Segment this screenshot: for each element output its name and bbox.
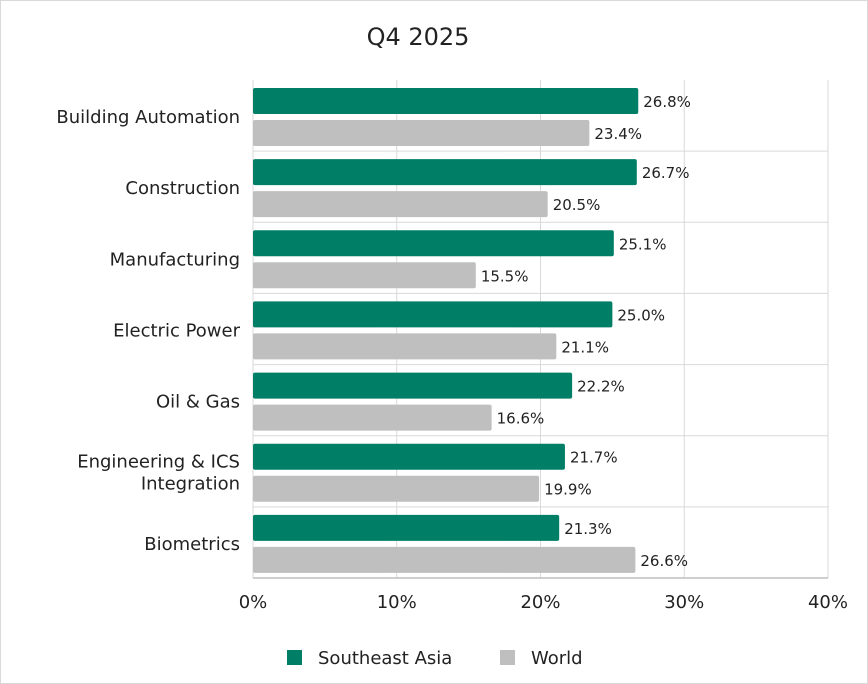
- x-tick-label: 20%: [520, 592, 560, 613]
- legend-swatch: [287, 650, 302, 665]
- bar-southeast-asia: [253, 88, 639, 114]
- category-label: Integration: [141, 474, 240, 495]
- bars: 26.8%23.4% 26.7% 20.5% 25.1% 15.5% 25.0% 21.1%…: [253, 88, 691, 573]
- bar-world: [253, 546, 636, 573]
- category-label: Building Automation: [56, 107, 240, 128]
- data-label: 26.7%: [642, 164, 690, 182]
- data-label: 19.9%: [544, 481, 592, 499]
- bar-world: [253, 333, 557, 360]
- data-label: 21.7%: [570, 449, 618, 467]
- category-label: Oil & Gas: [156, 392, 240, 413]
- gridlines: [252, 80, 829, 579]
- legend: Southeast Asia World: [287, 648, 583, 669]
- data-label: 22.2%: [577, 378, 625, 396]
- data-label: 15.5%: [481, 267, 529, 285]
- x-axis: 0% 10% 20% 30% 40%: [239, 592, 848, 613]
- x-tick-label: 10%: [377, 592, 417, 613]
- data-label: 21.1%: [561, 338, 609, 356]
- bar-world: [253, 191, 548, 218]
- bar-southeast-asia: [253, 514, 560, 541]
- bar-world: [253, 120, 590, 146]
- bar-southeast-asia: [253, 159, 637, 186]
- bar-southeast-asia: [253, 301, 613, 328]
- x-tick-label: 40%: [808, 592, 848, 613]
- data-label: 26.6%: [640, 552, 688, 570]
- bar-world: [253, 475, 540, 502]
- category-labels: Building Automation Construction Manufactu…: [56, 107, 240, 555]
- legend-swatch: [500, 650, 515, 665]
- data-label: 25.1%: [619, 235, 667, 253]
- bar-southeast-asia: [253, 372, 573, 399]
- chart-title: Q4 2025: [367, 23, 470, 51]
- bar-world: [253, 262, 476, 289]
- data-label: 16.6%: [497, 410, 545, 428]
- category-label: Construction: [125, 178, 240, 199]
- data-label: 25.0%: [617, 306, 665, 324]
- category-label: Manufacturing: [110, 249, 240, 270]
- bar-world: [253, 404, 492, 431]
- bar-southeast-asia: [253, 443, 565, 470]
- data-label: 23.4%: [594, 125, 642, 143]
- data-label: 20.5%: [553, 196, 601, 214]
- category-label: Electric Power: [113, 320, 240, 341]
- x-tick-label: 0%: [239, 592, 268, 613]
- bar-southeast-asia: [253, 230, 614, 257]
- data-label: 21.3%: [564, 520, 612, 538]
- category-label: Engineering & ICS: [77, 452, 240, 473]
- data-label: 26.8%: [643, 93, 691, 111]
- x-tick-label: 30%: [664, 592, 704, 613]
- legend-label: Southeast Asia: [318, 648, 452, 669]
- legend-label: World: [531, 648, 583, 669]
- category-label: Biometrics: [144, 534, 240, 555]
